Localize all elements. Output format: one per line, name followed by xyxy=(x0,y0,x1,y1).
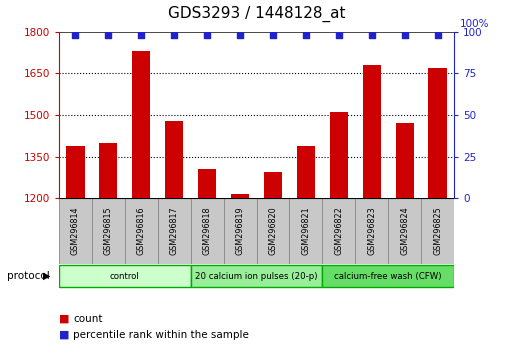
Point xyxy=(401,32,409,38)
Bar xyxy=(421,198,454,264)
Text: ▶: ▶ xyxy=(44,271,51,281)
Bar xyxy=(165,121,183,198)
Bar xyxy=(59,198,92,264)
Text: GSM296817: GSM296817 xyxy=(170,207,179,255)
Bar xyxy=(355,198,388,264)
Text: GSM296825: GSM296825 xyxy=(433,207,442,255)
Bar xyxy=(100,143,117,198)
Point xyxy=(203,32,211,38)
Text: count: count xyxy=(73,314,103,324)
Text: GSM296816: GSM296816 xyxy=(137,207,146,255)
Text: calcium-free wash (CFW): calcium-free wash (CFW) xyxy=(334,272,442,281)
Point xyxy=(137,32,145,38)
Text: 20 calcium ion pulses (20-p): 20 calcium ion pulses (20-p) xyxy=(195,272,318,281)
Text: GDS3293 / 1448128_at: GDS3293 / 1448128_at xyxy=(168,5,345,22)
Bar xyxy=(92,198,125,264)
Point xyxy=(71,32,80,38)
Text: GSM296820: GSM296820 xyxy=(268,207,278,255)
Text: 100%: 100% xyxy=(460,19,489,29)
Text: control: control xyxy=(110,272,140,281)
Text: GSM296819: GSM296819 xyxy=(235,207,245,255)
Text: GSM296823: GSM296823 xyxy=(367,207,376,255)
Point xyxy=(236,32,244,38)
Text: ■: ■ xyxy=(59,314,69,324)
Bar xyxy=(158,198,191,264)
Bar xyxy=(388,198,421,264)
Bar xyxy=(132,51,150,198)
Text: GSM296821: GSM296821 xyxy=(301,207,310,255)
Bar xyxy=(363,65,381,198)
Bar xyxy=(191,198,224,264)
Text: ■: ■ xyxy=(59,330,69,339)
Bar xyxy=(289,198,322,264)
Bar xyxy=(191,265,322,287)
Bar xyxy=(297,145,315,198)
Bar xyxy=(198,169,216,198)
Bar xyxy=(231,194,249,198)
Bar xyxy=(256,198,289,264)
Bar xyxy=(125,198,158,264)
Text: protocol: protocol xyxy=(7,271,49,281)
Text: percentile rank within the sample: percentile rank within the sample xyxy=(73,330,249,339)
Bar xyxy=(428,68,447,198)
Bar xyxy=(322,198,355,264)
Text: GSM296822: GSM296822 xyxy=(334,207,343,255)
Point xyxy=(368,32,376,38)
Point xyxy=(170,32,179,38)
Bar xyxy=(66,145,85,198)
Text: GSM296815: GSM296815 xyxy=(104,207,113,255)
Bar xyxy=(224,198,256,264)
Point xyxy=(433,32,442,38)
Point xyxy=(334,32,343,38)
Bar xyxy=(59,265,191,287)
Bar xyxy=(396,124,413,198)
Text: GSM296814: GSM296814 xyxy=(71,207,80,255)
Bar xyxy=(264,172,282,198)
Text: GSM296824: GSM296824 xyxy=(400,207,409,255)
Point xyxy=(104,32,112,38)
Bar xyxy=(322,265,454,287)
Point xyxy=(302,32,310,38)
Text: GSM296818: GSM296818 xyxy=(203,207,212,255)
Point xyxy=(269,32,277,38)
Bar xyxy=(330,112,348,198)
